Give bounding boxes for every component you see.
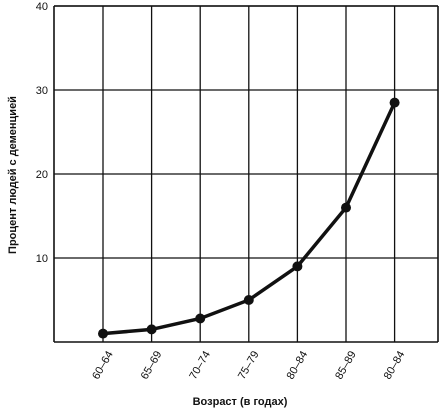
data-point: [98, 328, 108, 339]
x-tick-label: 80–84: [285, 349, 311, 381]
y-tick-label: 40: [36, 1, 48, 13]
data-point: [243, 295, 254, 305]
y-tick-label: 10: [36, 253, 48, 265]
x-tick-label: 60–64: [90, 349, 116, 381]
data-point: [195, 313, 206, 324]
data-point: [389, 97, 400, 108]
y-axis-title: Процент людей с деменцией: [7, 96, 19, 254]
y-tick-labels: 10 20 30 40: [36, 1, 48, 265]
y-tick-label: 20: [36, 169, 48, 181]
data-point: [146, 324, 157, 335]
x-tick-label: 85–89: [333, 349, 359, 381]
grid-lines: [54, 5, 438, 342]
x-tick-label: 80–84: [382, 349, 408, 381]
y-tick-label: 30: [36, 85, 48, 97]
x-axis-title: Возраст (в годах): [193, 396, 288, 408]
x-tick-label: 75–79: [236, 349, 262, 381]
x-tick-label: 70–74: [187, 349, 213, 381]
data-point: [341, 202, 351, 213]
x-tick-labels: 60–64 65–69 70–74 75–79 80–84 85–89 80–84: [90, 349, 407, 381]
data-point: [292, 261, 303, 272]
plot-frame: [53, 5, 439, 343]
data-points: [98, 97, 400, 339]
x-tick-label: 65–69: [139, 349, 165, 381]
